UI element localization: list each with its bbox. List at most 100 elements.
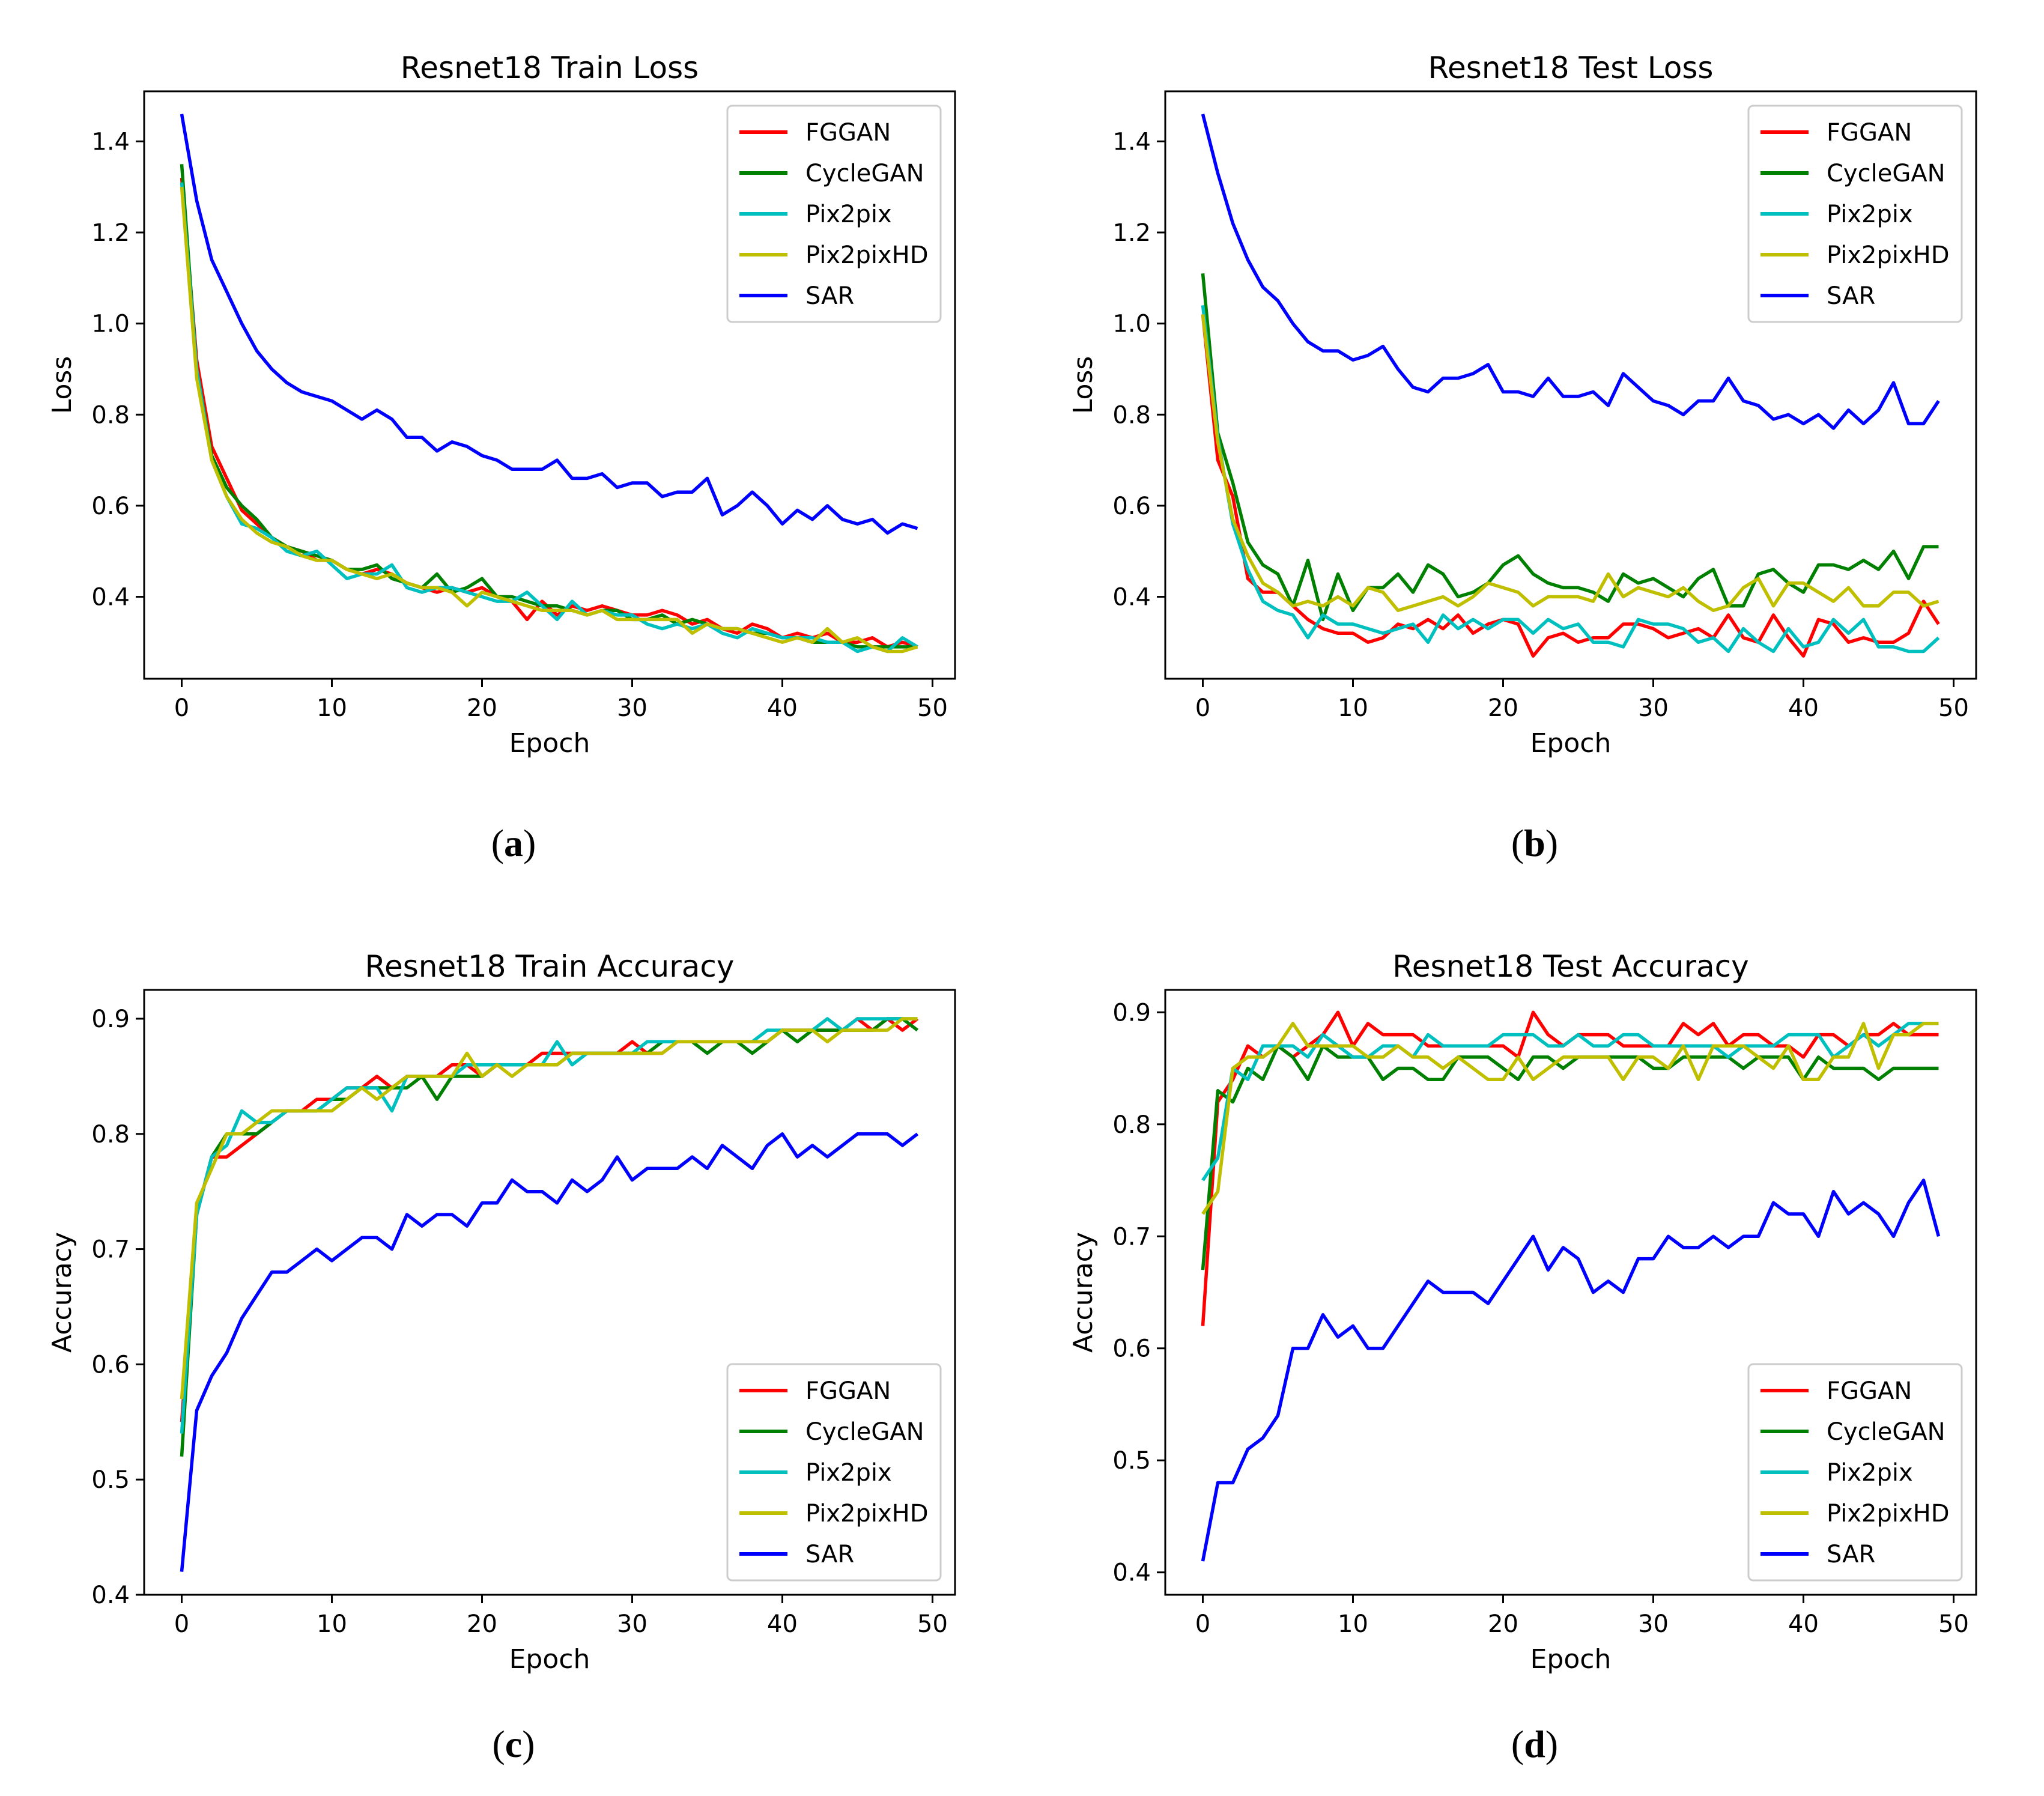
- x-tick-label: 0: [174, 1610, 189, 1638]
- series-line-pix2pixhd: [1201, 314, 1939, 613]
- y-tick-label: 0.8: [1112, 1111, 1151, 1139]
- y-tick-label: 0.6: [91, 493, 130, 520]
- legend-box: [1747, 105, 1963, 323]
- legend-label-sar: SAR: [805, 282, 854, 310]
- legend: FGGAN CycleGAN Pix2pix Pix2pixHD SAR: [1747, 105, 1963, 323]
- legend-label-pix2pix: Pix2pix: [805, 201, 892, 228]
- legend-label-pix2pix: Pix2pix: [1827, 201, 1913, 228]
- y-tick-label: 0.4: [1112, 1559, 1151, 1587]
- x-tick-label: 0: [1195, 694, 1210, 722]
- x-tick-label: 30: [617, 1610, 647, 1638]
- series-lines: [180, 1017, 919, 1572]
- x-tick-label: 10: [317, 1610, 347, 1638]
- y-axis-label: Accuracy: [47, 1232, 77, 1353]
- y-tick-label: 0.4: [1112, 584, 1151, 611]
- series-line-fggan: [180, 1017, 919, 1422]
- y-axis-label: Accuracy: [1068, 1232, 1099, 1353]
- y-tick-label: 0.6: [1112, 493, 1151, 520]
- x-tick-label: 20: [1488, 694, 1518, 722]
- panel-caption: (b): [1511, 822, 1558, 864]
- y-tick-label: 0.4: [91, 584, 130, 611]
- y-tick-label: 0.7: [1112, 1223, 1151, 1251]
- x-tick-label: 50: [917, 694, 948, 722]
- y-tick-label: 0.6: [1112, 1335, 1151, 1363]
- legend-box: [726, 105, 942, 323]
- x-axis-label: Epoch: [509, 1644, 590, 1675]
- x-tick-label: 20: [467, 694, 497, 722]
- chart-title: Resnet18 Train Loss: [401, 50, 699, 85]
- legend-label-pix2pixhd: Pix2pixHD: [1827, 1500, 1950, 1528]
- legend-label-fggan: FGGAN: [1827, 1377, 1912, 1405]
- x-axis-label: Epoch: [1530, 1644, 1612, 1675]
- x-tick-label: 0: [174, 694, 189, 722]
- y-tick-label: 0.7: [91, 1236, 130, 1264]
- y-axis-label: Loss: [1068, 356, 1099, 414]
- series-line-sar: [1201, 114, 1940, 430]
- x-tick-label: 10: [1338, 694, 1368, 722]
- x-tick-label: 40: [767, 694, 798, 722]
- chart-title: Resnet18 Test Accuracy: [1392, 949, 1749, 984]
- plot-frame: [1164, 90, 1977, 680]
- panel-caption: (a): [491, 822, 536, 864]
- x-tick-label: 40: [767, 1610, 798, 1638]
- y-tick-label: 1.2: [91, 219, 130, 247]
- series-line-sar: [180, 1132, 919, 1572]
- y-tick-label: 0.8: [91, 1121, 130, 1148]
- x-tick-label: 30: [1638, 694, 1669, 722]
- series-line-cyclegan: [1201, 273, 1939, 622]
- x-tick-label: 30: [617, 694, 647, 722]
- legend-label-sar: SAR: [1827, 1541, 1875, 1568]
- y-tick-label: 0.5: [1112, 1447, 1151, 1475]
- chart-title: Resnet18 Test Loss: [1428, 50, 1714, 85]
- legend-label-fggan: FGGAN: [805, 1377, 891, 1405]
- legend-label-cyclegan: CycleGAN: [1827, 160, 1945, 187]
- series-line-pix2pix: [1201, 305, 1940, 654]
- chart-panel-train-accuracy: Resnet18 Train Accuracy 0 10 20 30 40 50 0.4 0.5…: [47, 949, 956, 1765]
- plot-frame: [143, 90, 956, 680]
- series-line-pix2pixhd: [180, 186, 918, 654]
- x-tick-label: 0: [1195, 1610, 1210, 1638]
- x-tick-label: 40: [1788, 1610, 1819, 1638]
- legend: FGGAN CycleGAN Pix2pix Pix2pixHD SAR: [1747, 1363, 1963, 1582]
- chart-panel-train-loss: Resnet18 Train Loss 0 10 20 30 40 50 0.4 0.6 0.8 1…: [47, 50, 956, 864]
- legend-label-cyclegan: CycleGAN: [1827, 1418, 1945, 1446]
- x-tick-label: 20: [1488, 1610, 1518, 1638]
- x-tick-label: 30: [1638, 1610, 1669, 1638]
- legend-label-fggan: FGGAN: [1827, 119, 1912, 147]
- series-line-fggan: [1201, 314, 1940, 658]
- series-line-sar: [180, 114, 918, 535]
- legend-label-pix2pixhd: Pix2pixHD: [1827, 241, 1950, 269]
- y-tick-label: 0.8: [1112, 401, 1151, 429]
- series-line-pix2pixhd: [180, 1017, 918, 1400]
- panel-caption: (c): [492, 1723, 535, 1765]
- y-tick-label: 0.9: [1112, 999, 1151, 1027]
- legend-label-sar: SAR: [1827, 282, 1875, 310]
- series-line-pix2pixhd: [1201, 1022, 1939, 1215]
- legend-label-sar: SAR: [805, 1541, 854, 1568]
- legend-label-cyclegan: CycleGAN: [805, 160, 924, 187]
- legend-label-pix2pixhd: Pix2pixHD: [805, 1500, 929, 1528]
- y-tick-label: 1.0: [91, 311, 130, 338]
- series-line-pix2pix: [1201, 1022, 1939, 1182]
- x-tick-label: 50: [1938, 1610, 1969, 1638]
- y-axis-label: Loss: [47, 356, 77, 414]
- chart-title: Resnet18 Train Accuracy: [365, 949, 734, 984]
- x-tick-label: 40: [1788, 694, 1819, 722]
- legend-box: [726, 1363, 942, 1582]
- panel-caption: (d): [1511, 1723, 1558, 1765]
- y-tick-label: 1.4: [91, 128, 130, 156]
- legend-label-pix2pixhd: Pix2pixHD: [805, 241, 929, 269]
- series-lines: [180, 114, 918, 654]
- legend: FGGAN CycleGAN Pix2pix Pix2pixHD SAR: [726, 105, 942, 323]
- plot-frame: [143, 989, 956, 1596]
- legend-box: [1747, 1363, 1963, 1582]
- y-tick-label: 1.2: [1112, 219, 1151, 247]
- series-line-cyclegan: [1201, 1044, 1939, 1270]
- y-tick-label: 0.6: [91, 1351, 130, 1379]
- x-tick-label: 50: [917, 1610, 948, 1638]
- y-tick-label: 0.9: [91, 1006, 130, 1033]
- legend-label-pix2pix: Pix2pix: [805, 1459, 892, 1487]
- x-tick-label: 50: [1938, 694, 1969, 722]
- x-axis-label: Epoch: [509, 728, 590, 759]
- legend-label-cyclegan: CycleGAN: [805, 1418, 924, 1446]
